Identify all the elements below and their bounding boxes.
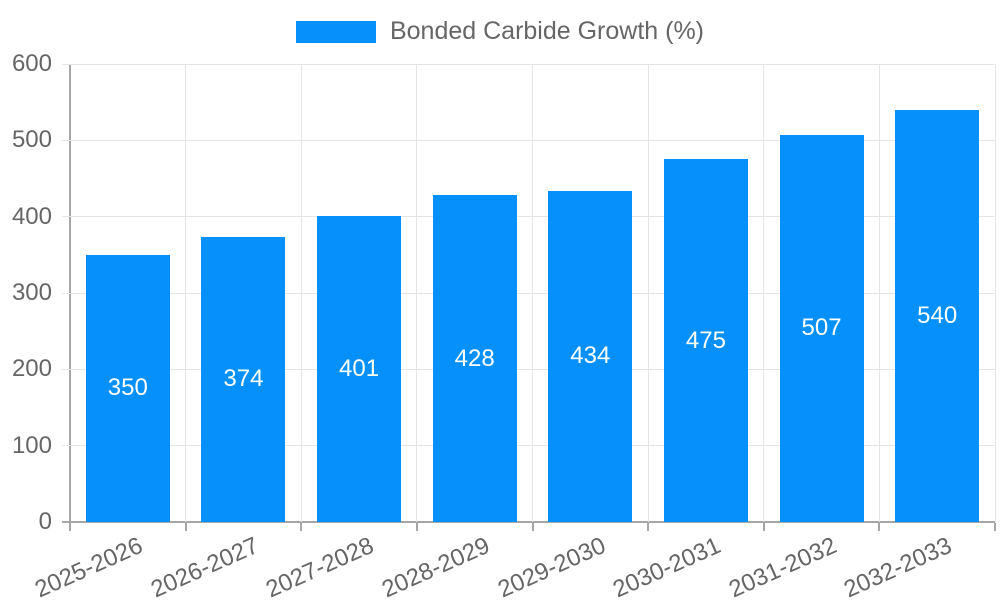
x-axis-tick bbox=[647, 523, 650, 531]
bar-value-label: 350 bbox=[107, 374, 148, 402]
x-gridline bbox=[416, 64, 418, 522]
y-tick-label: 500 bbox=[11, 126, 52, 154]
y-tick-label: 0 bbox=[38, 508, 52, 535]
x-axis-tick bbox=[69, 523, 71, 531]
bar-value-label: 507 bbox=[801, 314, 842, 342]
x-axis-tick bbox=[762, 523, 765, 531]
bar-value-label: 434 bbox=[570, 342, 611, 370]
bar-value-label: 401 bbox=[339, 354, 380, 382]
bar-value-label: 428 bbox=[454, 344, 495, 372]
y-gridline bbox=[62, 445, 995, 447]
x-axis-line bbox=[62, 521, 995, 523]
bar-2032-2033[interactable] bbox=[895, 109, 980, 522]
legend-swatch bbox=[295, 20, 376, 43]
x-gridline bbox=[878, 64, 880, 522]
x-axis-tick bbox=[878, 523, 881, 531]
x-tick-label: 2028-2029 bbox=[377, 532, 494, 600]
y-gridline bbox=[62, 63, 995, 65]
x-gridline bbox=[300, 64, 302, 522]
bar-2031-2032[interactable] bbox=[779, 134, 864, 522]
y-gridline bbox=[62, 139, 995, 141]
y-tick-label: 200 bbox=[11, 355, 52, 383]
bar-value-label: 374 bbox=[223, 365, 264, 393]
y-gridline bbox=[62, 368, 995, 370]
bar-2030-2031[interactable] bbox=[663, 159, 748, 522]
bar-2027-2028[interactable] bbox=[317, 215, 402, 522]
x-axis-tick bbox=[300, 523, 303, 531]
x-axis-tick bbox=[531, 523, 534, 531]
x-tick-label: 2027-2028 bbox=[262, 532, 379, 600]
x-gridline bbox=[647, 64, 649, 522]
x-tick-label: 2025-2026 bbox=[30, 532, 147, 600]
y-tick-label: 400 bbox=[11, 202, 52, 230]
x-axis-tick bbox=[184, 523, 187, 531]
y-gridline bbox=[62, 292, 995, 294]
y-tick-label: 300 bbox=[11, 279, 52, 306]
x-tick-label: 2032-2033 bbox=[840, 532, 957, 600]
x-gridline bbox=[532, 64, 533, 522]
plot-area: 350 374 401 428 434 475 507 540 bbox=[62, 63, 996, 531]
bar-2026-2027[interactable] bbox=[201, 236, 286, 522]
x-gridline bbox=[185, 64, 187, 522]
legend-label: Bonded Carbide Growth (%) bbox=[389, 17, 705, 45]
x-gridline bbox=[994, 64, 996, 522]
bar-2029-2030[interactable] bbox=[548, 190, 633, 522]
x-axis-tick bbox=[415, 523, 418, 531]
legend-item[interactable]: Bonded Carbide Growth (%) bbox=[0, 17, 1000, 46]
y-tick-label: 600 bbox=[11, 50, 52, 77]
x-axis-tick bbox=[994, 523, 996, 531]
x-tick-label: 2029-2030 bbox=[493, 532, 610, 600]
bar-value-label: 540 bbox=[917, 301, 958, 329]
x-tick-label: 2030-2031 bbox=[609, 532, 725, 600]
bar-2028-2029[interactable] bbox=[432, 195, 517, 522]
bar-value-label: 475 bbox=[685, 326, 726, 354]
x-tick-label: 2031-2032 bbox=[724, 532, 841, 600]
x-tick-label: 2026-2027 bbox=[146, 532, 263, 600]
y-gridline bbox=[62, 216, 995, 218]
y-tick-label: 100 bbox=[11, 431, 52, 459]
bar-2025-2026[interactable] bbox=[85, 254, 170, 522]
x-gridline bbox=[763, 64, 765, 522]
